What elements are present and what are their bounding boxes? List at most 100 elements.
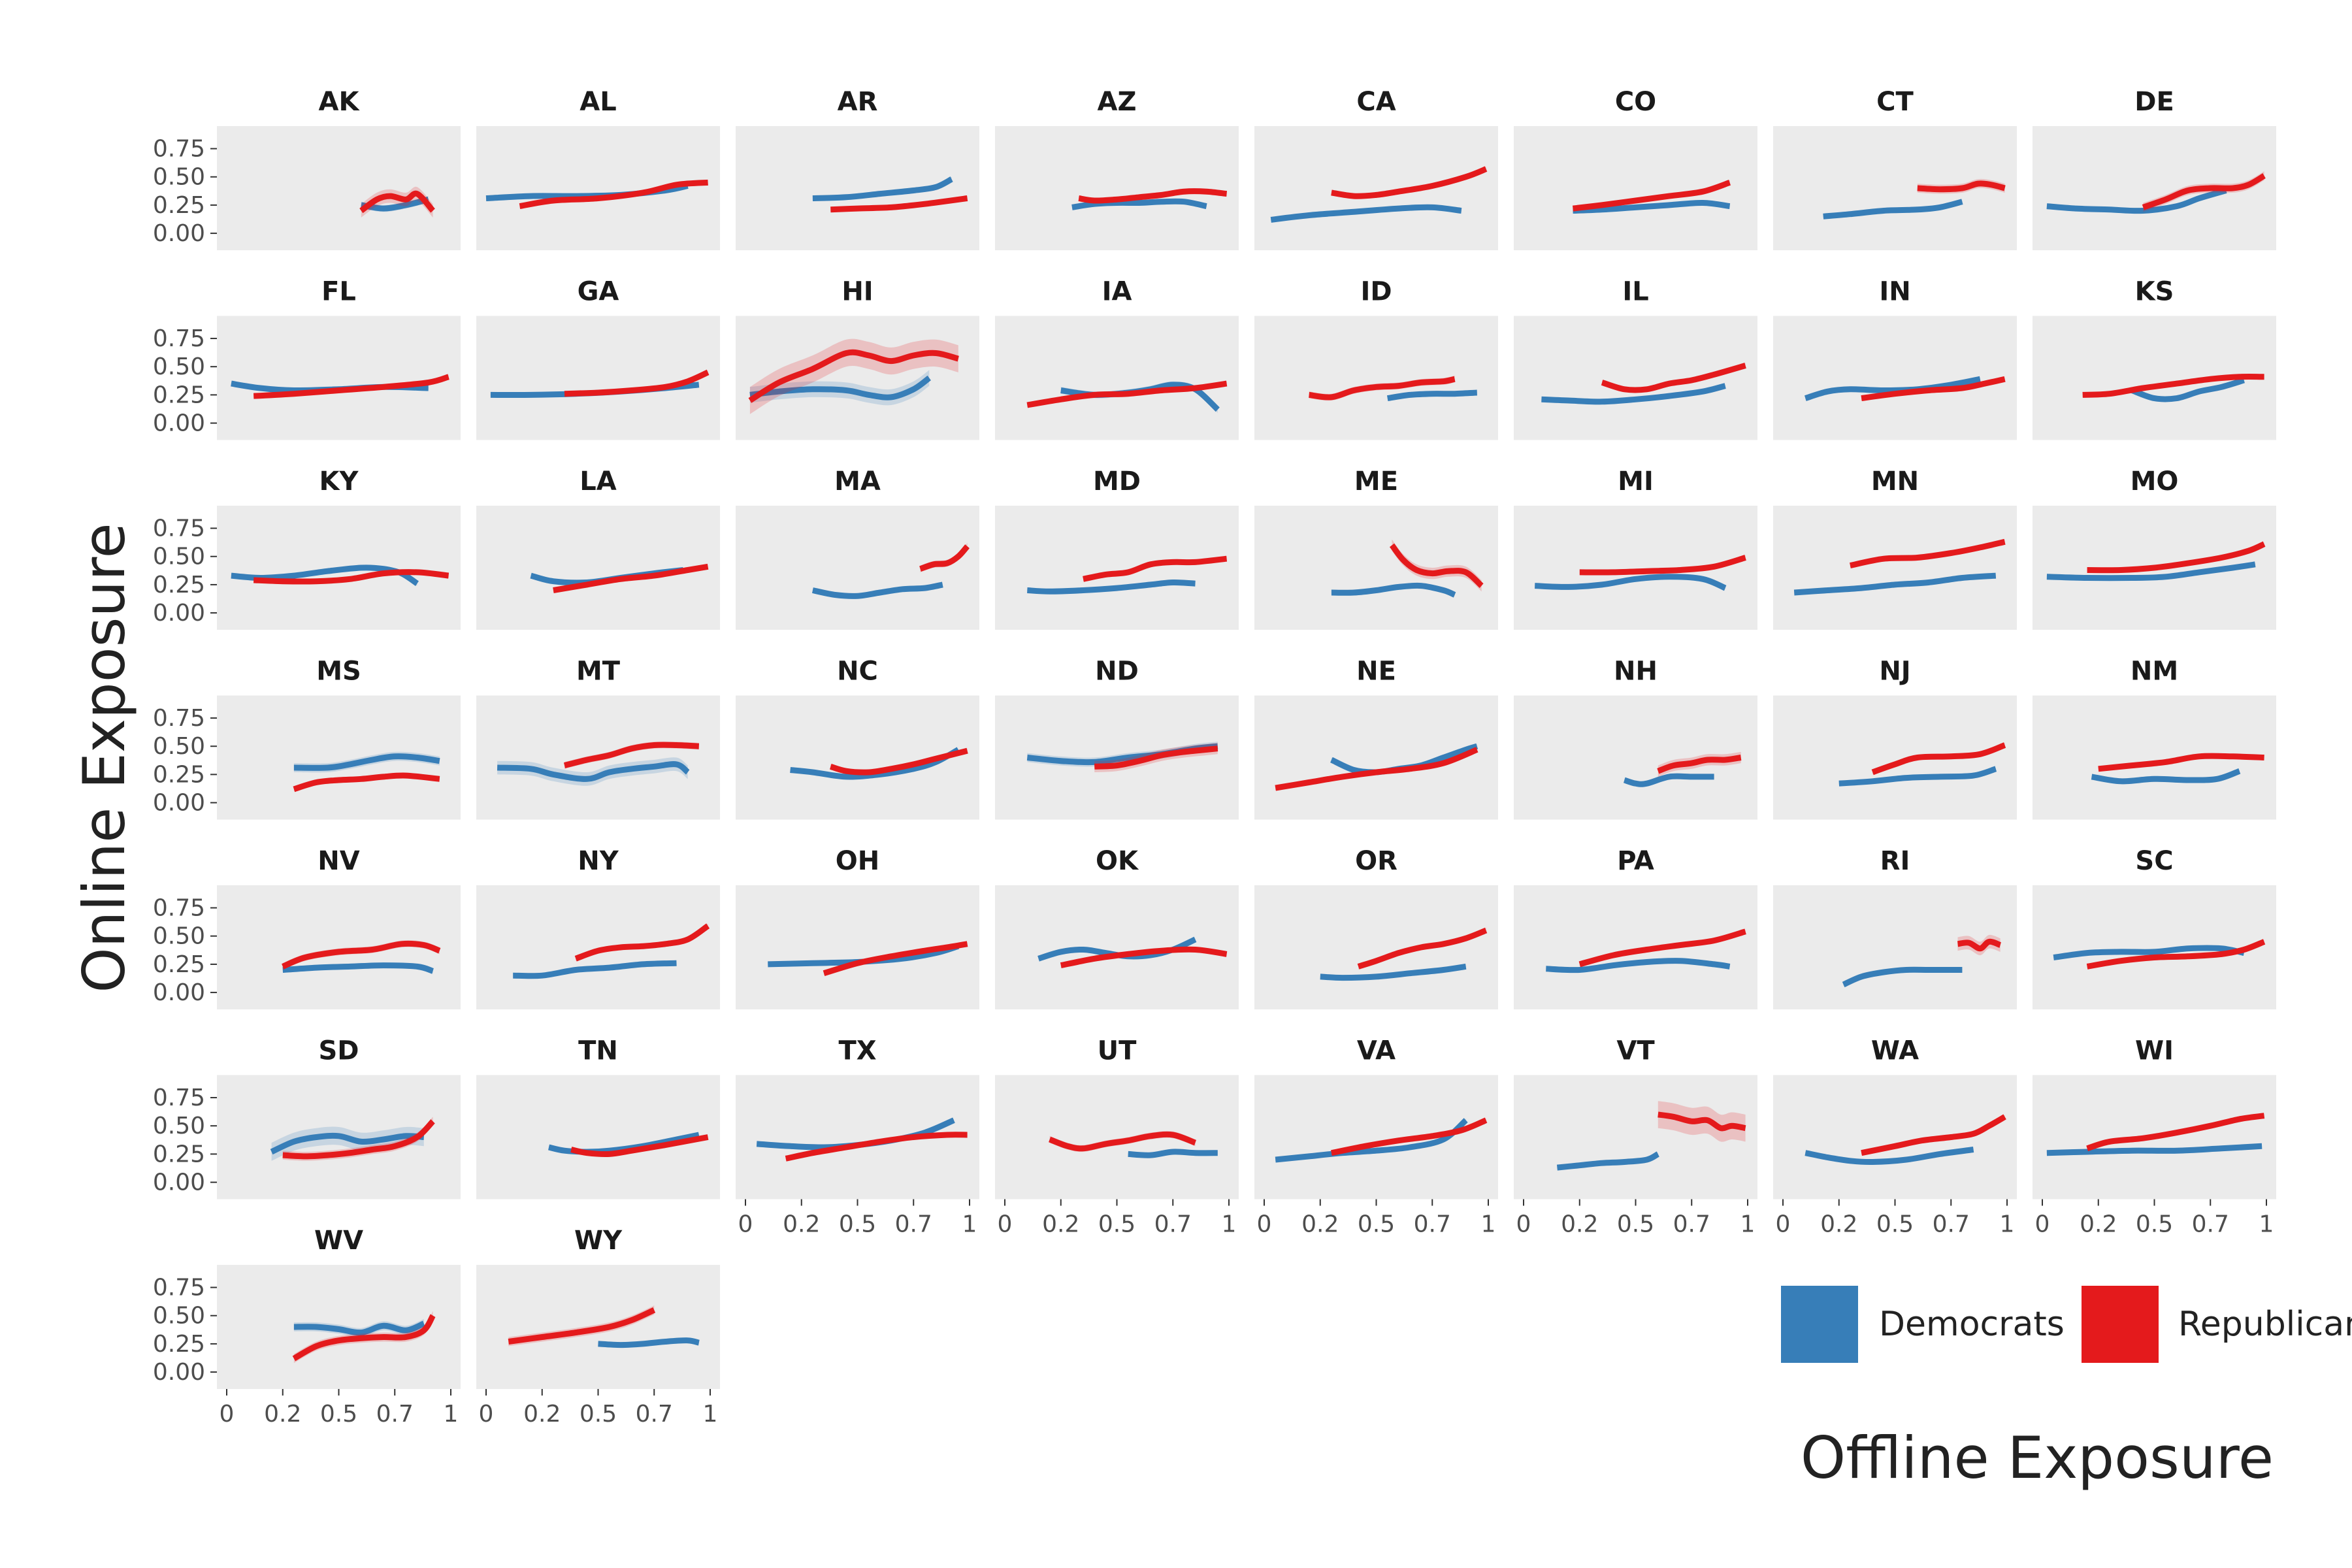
facet-mo: MO [2033,466,2276,630]
panel-background [476,506,720,630]
democrats-line [2091,768,2241,785]
republicans-line [748,349,959,403]
y-tick-label: 0.25 [153,761,205,788]
democrats-line [2131,377,2246,402]
x-tick-label: 0.7 [1414,1211,1451,1238]
facet-nj: NJ [1773,657,2017,820]
republicans-line [564,369,710,397]
x-tick-label: 0.7 [2192,1211,2229,1238]
panel-background [995,316,1239,440]
x-tick-label: 0.5 [580,1401,617,1428]
facet-ms: MS 0.000.250.500.75 [153,657,461,820]
x-tick-label: 0.2 [783,1211,820,1238]
x-tick-label: 0.5 [1617,1211,1654,1238]
facet-title: KS [2135,277,2174,307]
facet-oh: OH [736,846,979,1009]
panel-background [1254,126,1498,250]
y-tick-label: 0.00 [153,979,205,1006]
republicans-line [1861,376,2006,402]
democrats-line [1027,579,1196,595]
y-tick-label: 0.50 [153,1303,205,1330]
panel-background [1773,316,2017,440]
democrats-ci-band [293,1318,424,1337]
x-tick-label: 0 [1257,1211,1272,1238]
facet-title: SC [2135,846,2173,876]
y-tick-label: 0.50 [153,544,205,570]
facet-co: CO [1514,87,1757,250]
y-tick-label: 0.00 [153,600,205,627]
x-tick-label: 1 [444,1401,459,1428]
facet-title: ND [1095,657,1139,687]
y-axis-title: Online Exposure [71,523,138,992]
facet-title: KY [319,466,359,497]
x-tick-label: 0.7 [1933,1211,1970,1238]
x-tick-label: 0.2 [1561,1211,1598,1238]
democrats-line [1804,376,1981,401]
republicans-line [1275,747,1478,791]
facet-title: MT [576,657,621,687]
panel-background [736,506,979,630]
republicans-line [1871,742,2006,776]
panel-background [217,316,461,440]
facet-title: WA [1871,1036,1919,1066]
republicans-line [823,941,968,977]
y-tick-label: 0.50 [153,353,205,380]
facet-ne: NE [1254,657,1498,820]
facet-title: TN [578,1036,618,1066]
y-tick-label: 0.00 [153,1359,205,1386]
facet-title: ID [1360,277,1392,307]
y-tick-label: 0.50 [153,733,205,760]
facet-title: AR [838,87,878,117]
x-tick-label: 0.7 [1154,1211,1192,1238]
democrats-line [1320,963,1467,981]
facet-mn: MN [1773,466,2017,630]
republicans-line [253,374,449,399]
facet-title: OR [1355,846,1397,876]
x-tick-label: 0.2 [1042,1211,1079,1238]
republicans-ci-band [2143,171,2264,212]
y-tick-label: 0.00 [153,1169,205,1196]
x-tick-label: 1 [1222,1211,1237,1238]
facet-wi: WI 0 0.2 0.5 0.7 1 [2033,1036,2276,1238]
x-tick-label: 1 [1481,1211,1496,1238]
democrats-line [1623,773,1714,787]
x-tick-label: 0.5 [320,1401,357,1428]
y-tick-label: 0.25 [153,382,205,408]
republicans-line [1849,538,2006,568]
republicans-line [1357,927,1488,970]
panel-background [1773,506,2017,630]
facet-title: GA [578,277,619,307]
democrats-line [361,196,429,212]
democrats-line [1386,389,1477,402]
facet-nv: NV 0.000.250.500.75 [153,846,461,1009]
y-tick-label: 0.25 [153,572,205,598]
democrats-line [2053,945,2245,960]
facet-ca: CA [1254,87,1498,250]
republicans-line [2087,541,2266,574]
y-tick-label: 0.25 [153,951,205,978]
facet-title: VA [1357,1036,1396,1066]
democrats-line [282,962,434,974]
facet-nc: NC [736,657,979,820]
x-tick-label: 0 [998,1211,1013,1238]
facet-pa: PA [1514,846,1757,1009]
x-tick-label: 1 [2000,1211,2015,1238]
republicans-line [1331,166,1488,199]
facet-title: AK [319,87,361,117]
x-tick-label: 0 [2035,1211,2050,1238]
democrats-line [2046,561,2256,581]
facet-ar: AR [736,87,979,250]
facet-tx: TX 0 0.2 0.5 0.7 1 [736,1036,979,1238]
democrats-ci-band [497,757,688,786]
facet-title: LA [580,466,616,497]
panel-background [736,316,979,440]
republicans-line [282,1119,435,1160]
facet-in: IN [1773,277,2017,440]
y-tick-label: 0.00 [153,790,205,817]
panel-background [1254,885,1498,1009]
facet-mi: MI [1514,466,1757,630]
facet-title: CT [1876,87,1914,117]
republicans-line [785,1132,968,1162]
x-tick-label: 0 [479,1401,494,1428]
x-tick-label: 0.2 [264,1401,301,1428]
